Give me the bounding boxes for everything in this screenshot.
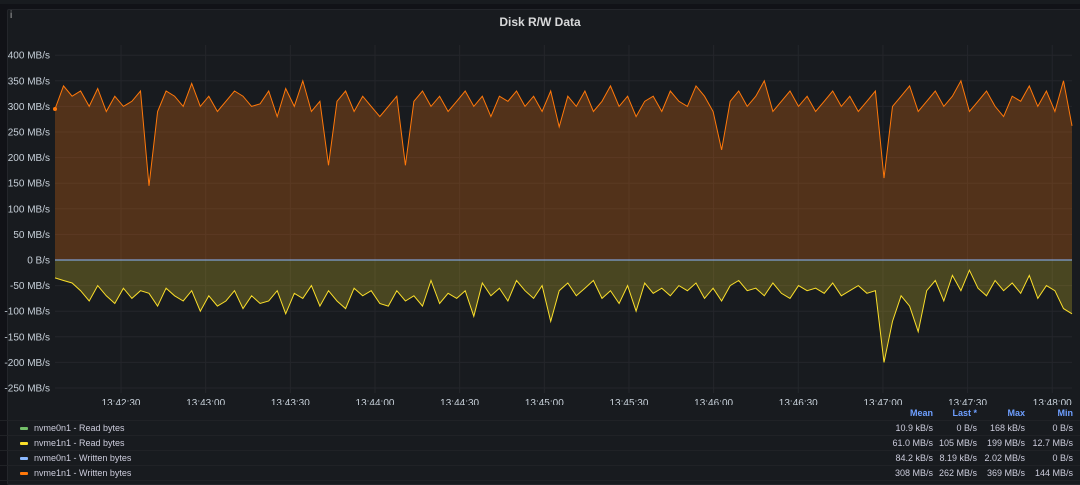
series-color-swatch[interactable] <box>20 442 28 445</box>
y-tick-label: 50 MB/s <box>13 230 50 241</box>
x-tick-label: 13:44:00 <box>356 398 395 405</box>
series-color-swatch[interactable] <box>20 427 28 430</box>
y-tick-label: 350 MB/s <box>8 76 50 87</box>
series-area-3 <box>55 80 1072 260</box>
x-tick-label: 13:47:30 <box>948 398 987 405</box>
dashboard-toolbar <box>0 0 1080 4</box>
legend-stat-value: 262 MB/s <box>938 468 977 478</box>
legend-header-last[interactable]: Last * <box>952 408 977 418</box>
legend-stat-value: 10.9 kB/s <box>895 423 933 433</box>
legend-series-name[interactable]: nvme0n1 - Read bytes <box>34 423 125 433</box>
y-tick-label: 400 MB/s <box>8 51 50 62</box>
y-tick-label: 300 MB/s <box>8 102 50 113</box>
legend-stat-value: 168 kB/s <box>989 423 1025 433</box>
y-tick-label: 250 MB/s <box>8 128 50 139</box>
x-tick-label: 13:44:30 <box>440 398 479 405</box>
series-color-swatch[interactable] <box>20 457 28 460</box>
legend-stat-value: 2.02 MB/s <box>984 453 1025 463</box>
x-tick-label: 13:47:00 <box>863 398 902 405</box>
legend-stat-value: 369 MB/s <box>986 468 1025 478</box>
x-tick-label: 13:45:30 <box>609 398 648 405</box>
legend-stat-value: 308 MB/s <box>894 468 933 478</box>
y-tick-label: 200 MB/s <box>8 153 50 164</box>
x-tick-label: 13:48:00 <box>1033 398 1072 405</box>
y-tick-label: -150 MB/s <box>4 332 50 343</box>
legend-stat-value: 84.2 kB/s <box>895 453 933 463</box>
x-tick-label: 13:45:00 <box>525 398 564 405</box>
legend-series-name[interactable]: nvme1n1 - Read bytes <box>34 438 125 448</box>
y-tick-label: -50 MB/s <box>10 281 50 292</box>
x-tick-label: 13:42:30 <box>102 398 141 405</box>
legend-stat-value: 0 B/s <box>956 423 977 433</box>
legend-series-name[interactable]: nvme0n1 - Written bytes <box>34 453 132 463</box>
y-tick-label: -250 MB/s <box>4 384 50 395</box>
series-color-swatch[interactable] <box>20 472 28 475</box>
series-point <box>53 106 57 111</box>
legend-row[interactable]: nvme1n1 - Read bytes 61.0 MB/s 105 MB/s 199… <box>0 435 1080 451</box>
legend-series-name[interactable]: nvme1n1 - Written bytes <box>34 468 132 478</box>
info-icon[interactable]: i <box>10 10 13 21</box>
legend-stat-value: 12.7 MB/s <box>1032 438 1073 448</box>
y-tick-label: -100 MB/s <box>4 307 50 318</box>
legend-stat-value: 0 B/s <box>1052 423 1073 433</box>
series-line-3 <box>54 79 1073 186</box>
y-tick-label: -200 MB/s <box>4 358 50 369</box>
legend-header-min[interactable]: Min <box>1057 408 1074 418</box>
x-tick-label: 13:43:00 <box>186 398 225 405</box>
legend-header-max[interactable]: Max <box>1007 408 1025 418</box>
x-tick-label: 13:46:00 <box>694 398 733 405</box>
legend-header: Mean Last * Max Min <box>0 405 1080 421</box>
y-tick-label: 0 B/s <box>27 256 50 267</box>
y-tick-label: 100 MB/s <box>8 204 50 215</box>
legend-stat-value: 0 B/s <box>1052 453 1073 463</box>
legend-stat-value: 199 MB/s <box>986 438 1025 448</box>
y-tick-label: 150 MB/s <box>8 179 50 190</box>
legend-stat-value: 8.19 kB/s <box>939 453 977 463</box>
x-tick-label: 13:46:30 <box>779 398 818 405</box>
panel-title[interactable]: Disk R/W Data <box>499 15 581 29</box>
legend-stat-value: 61.0 MB/s <box>892 438 933 448</box>
chart-plot: 400 MB/s 350 MB/s 300 MB/s 250 MB/s 200 MB/s… <box>4 45 1073 405</box>
legend-stat-value: 144 MB/s <box>1034 468 1073 478</box>
series-line-1 <box>54 268 1073 363</box>
legend-row[interactable]: nvme1n1 - Written bytes 308 MB/s 262 MB/s 3… <box>0 465 1080 481</box>
legend-header-mean[interactable]: Mean <box>909 408 933 418</box>
series-area-1 <box>55 260 1072 363</box>
legend-stat-value: 105 MB/s <box>938 438 977 448</box>
legend-row[interactable]: nvme0n1 - Written bytes 84.2 kB/s 8.19 kB/… <box>0 450 1080 466</box>
x-tick-label: 13:43:30 <box>271 398 310 405</box>
disk-rw-panel <box>7 9 1080 485</box>
legend-row[interactable]: nvme0n1 - Read bytes 10.9 kB/s 0 B/s 168 kB… <box>0 420 1080 436</box>
